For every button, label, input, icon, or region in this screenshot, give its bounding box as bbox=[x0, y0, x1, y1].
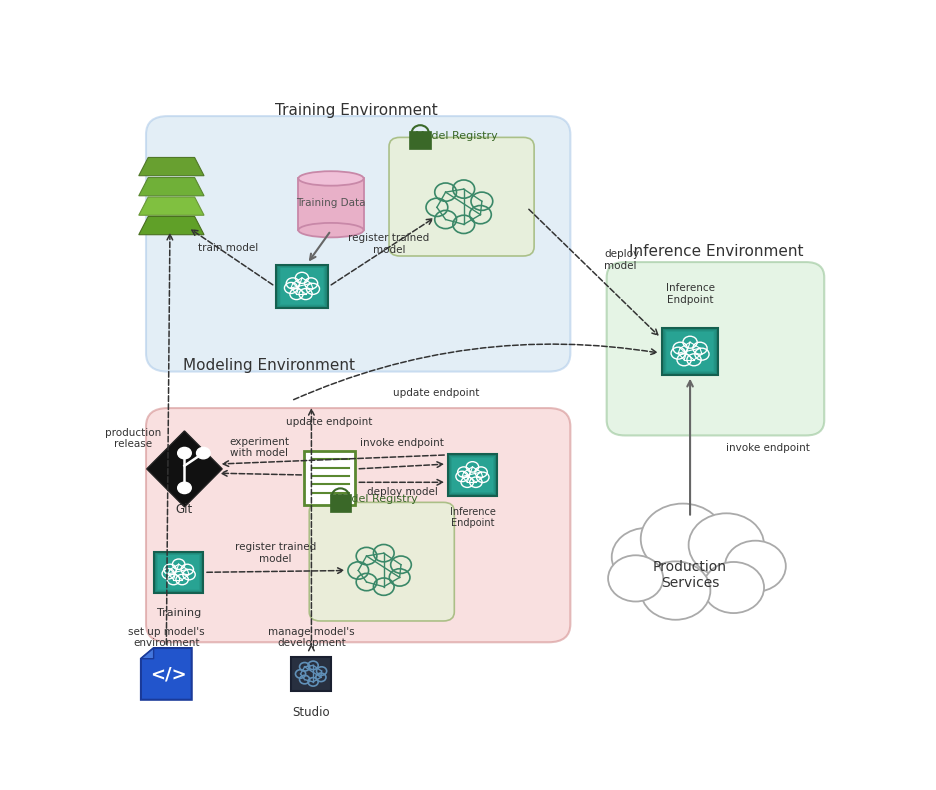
FancyBboxPatch shape bbox=[607, 262, 825, 435]
Text: Inference Environment: Inference Environment bbox=[629, 243, 803, 258]
Bar bbox=[452, 458, 492, 492]
Bar bbox=[450, 456, 495, 494]
Polygon shape bbox=[139, 216, 204, 235]
Bar bbox=[665, 330, 715, 373]
Circle shape bbox=[178, 447, 191, 459]
Bar bbox=[662, 328, 718, 375]
Ellipse shape bbox=[299, 223, 363, 237]
Bar bbox=[156, 553, 201, 592]
Bar bbox=[276, 265, 329, 308]
Text: register trained
model: register trained model bbox=[235, 542, 315, 563]
Bar bbox=[291, 657, 331, 690]
Text: train model: train model bbox=[197, 243, 258, 253]
Circle shape bbox=[689, 514, 764, 577]
FancyBboxPatch shape bbox=[389, 137, 534, 256]
Bar bbox=[448, 455, 496, 495]
Bar bbox=[665, 331, 715, 372]
Bar bbox=[158, 555, 199, 589]
Bar bbox=[664, 329, 716, 374]
Text: Production
Services: Production Services bbox=[653, 560, 727, 590]
Bar bbox=[665, 331, 714, 372]
Bar bbox=[156, 554, 201, 591]
Text: invoke endpoint: invoke endpoint bbox=[726, 442, 811, 453]
Text: register trained
model: register trained model bbox=[348, 233, 430, 254]
Bar bbox=[452, 457, 493, 492]
Text: Inference
Endpoint: Inference Endpoint bbox=[449, 506, 495, 529]
Bar bbox=[451, 457, 493, 493]
Bar bbox=[447, 454, 497, 495]
Bar bbox=[449, 456, 496, 495]
Bar bbox=[299, 179, 363, 230]
Circle shape bbox=[612, 528, 681, 586]
Circle shape bbox=[641, 562, 710, 620]
Bar bbox=[451, 457, 494, 493]
Bar bbox=[277, 265, 327, 307]
Circle shape bbox=[178, 482, 191, 494]
Bar bbox=[329, 494, 351, 512]
Text: update endpoint: update endpoint bbox=[285, 417, 372, 427]
Text: deploy model: deploy model bbox=[367, 487, 437, 497]
Bar bbox=[158, 555, 198, 589]
FancyBboxPatch shape bbox=[146, 408, 570, 642]
Bar bbox=[276, 265, 328, 308]
Bar bbox=[155, 552, 202, 592]
Text: experiment
with model: experiment with model bbox=[229, 437, 289, 458]
Bar bbox=[409, 130, 431, 149]
Circle shape bbox=[641, 503, 724, 574]
Bar bbox=[280, 268, 325, 305]
Bar bbox=[155, 553, 202, 592]
Circle shape bbox=[724, 540, 786, 592]
Circle shape bbox=[197, 447, 210, 459]
Text: update endpoint: update endpoint bbox=[393, 388, 479, 398]
Text: Training: Training bbox=[156, 608, 201, 618]
Text: manage model's
development: manage model's development bbox=[268, 626, 355, 649]
Text: Training Environment: Training Environment bbox=[275, 103, 438, 118]
Text: Studio: Studio bbox=[293, 705, 330, 719]
Bar bbox=[662, 328, 718, 375]
Bar bbox=[281, 269, 324, 304]
Text: </>: </> bbox=[151, 666, 187, 684]
Bar bbox=[666, 332, 713, 371]
FancyBboxPatch shape bbox=[309, 502, 454, 621]
Bar bbox=[304, 450, 355, 506]
Polygon shape bbox=[139, 178, 204, 196]
Bar bbox=[664, 329, 717, 374]
Text: Modeling Environment: Modeling Environment bbox=[183, 358, 356, 373]
Bar bbox=[154, 551, 203, 593]
Bar bbox=[663, 329, 717, 374]
Bar bbox=[157, 555, 200, 590]
Bar bbox=[277, 265, 327, 307]
Polygon shape bbox=[139, 157, 204, 175]
Bar bbox=[663, 329, 718, 374]
Text: Inference
Endpoint: Inference Endpoint bbox=[665, 283, 714, 304]
Text: production
release: production release bbox=[105, 427, 161, 450]
Text: Training Data: Training Data bbox=[296, 198, 366, 208]
Circle shape bbox=[608, 555, 664, 601]
Text: Model Registry: Model Registry bbox=[335, 495, 418, 504]
Bar bbox=[157, 554, 200, 590]
Bar bbox=[278, 266, 326, 307]
Polygon shape bbox=[141, 648, 192, 700]
Text: set up model's
environment: set up model's environment bbox=[128, 626, 205, 649]
Bar bbox=[450, 457, 494, 494]
Text: Model Registry: Model Registry bbox=[415, 131, 498, 141]
Polygon shape bbox=[147, 431, 222, 507]
Bar bbox=[447, 454, 497, 495]
Bar bbox=[154, 551, 203, 593]
Text: Git: Git bbox=[176, 503, 193, 516]
Polygon shape bbox=[141, 648, 154, 659]
Bar bbox=[279, 267, 326, 306]
Circle shape bbox=[703, 562, 764, 613]
Bar bbox=[280, 268, 324, 305]
Text: invoke endpoint: invoke endpoint bbox=[360, 438, 444, 449]
Bar bbox=[448, 455, 497, 495]
Bar bbox=[154, 552, 203, 592]
Text: deploy
model: deploy model bbox=[605, 250, 639, 271]
Ellipse shape bbox=[299, 171, 363, 186]
Polygon shape bbox=[139, 197, 204, 215]
Bar bbox=[276, 265, 329, 308]
Bar bbox=[666, 332, 714, 371]
FancyBboxPatch shape bbox=[146, 116, 570, 371]
Bar bbox=[279, 267, 325, 306]
